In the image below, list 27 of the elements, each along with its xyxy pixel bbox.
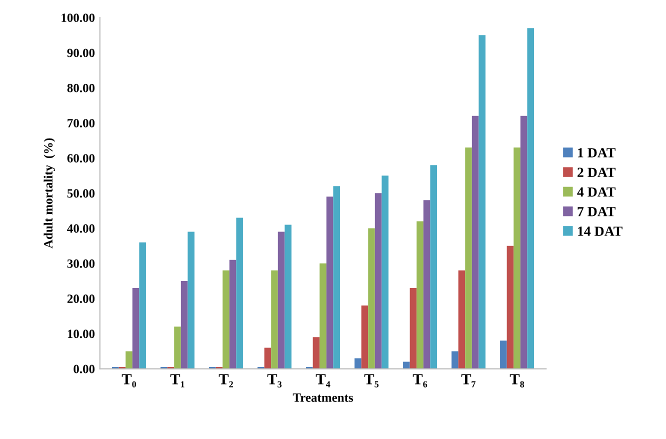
y-tick-label: 10.00 (68, 330, 95, 338)
y-axis-title: Adult mortality (%) (44, 138, 56, 248)
legend-label: 1 DAT (578, 148, 616, 158)
y-tick-label: 70.00 (68, 118, 95, 128)
y-tick-label: 60.00 (67, 154, 95, 163)
y-tick-label: 90.00 (67, 48, 95, 58)
y-tick-label: 100.00 (62, 14, 95, 22)
y-tick-label: 40.00 (67, 224, 95, 233)
x-tick-label: T₅ (364, 374, 379, 388)
x-tick-label: T₃ (267, 374, 282, 388)
legend-label: 14 DAT (578, 226, 622, 236)
x-tick-label: T₆ (412, 374, 428, 388)
x-axis-title: Treatments (292, 394, 354, 402)
y-tick-label: 30.00 (67, 259, 95, 268)
x-tick-label: T₇ (461, 374, 476, 388)
x-tick-label: T₀ (122, 374, 136, 388)
x-tick-label: T₁ (170, 374, 184, 388)
y-tick-label: 80.00 (67, 84, 95, 92)
y-tick-label: 0.00 (74, 364, 95, 374)
legend-label: 7 DAT (578, 207, 616, 216)
legend-label: 2 DAT (578, 168, 616, 177)
x-tick-label: T₂ (218, 374, 233, 388)
y-tick-label: 20.00 (67, 294, 95, 304)
x-tick-label: T₈ (510, 374, 524, 388)
x-tick-label: T₄ (316, 374, 330, 388)
y-tick-label: 50.00 (67, 189, 95, 198)
legend-label: 4 DAT (577, 187, 616, 197)
